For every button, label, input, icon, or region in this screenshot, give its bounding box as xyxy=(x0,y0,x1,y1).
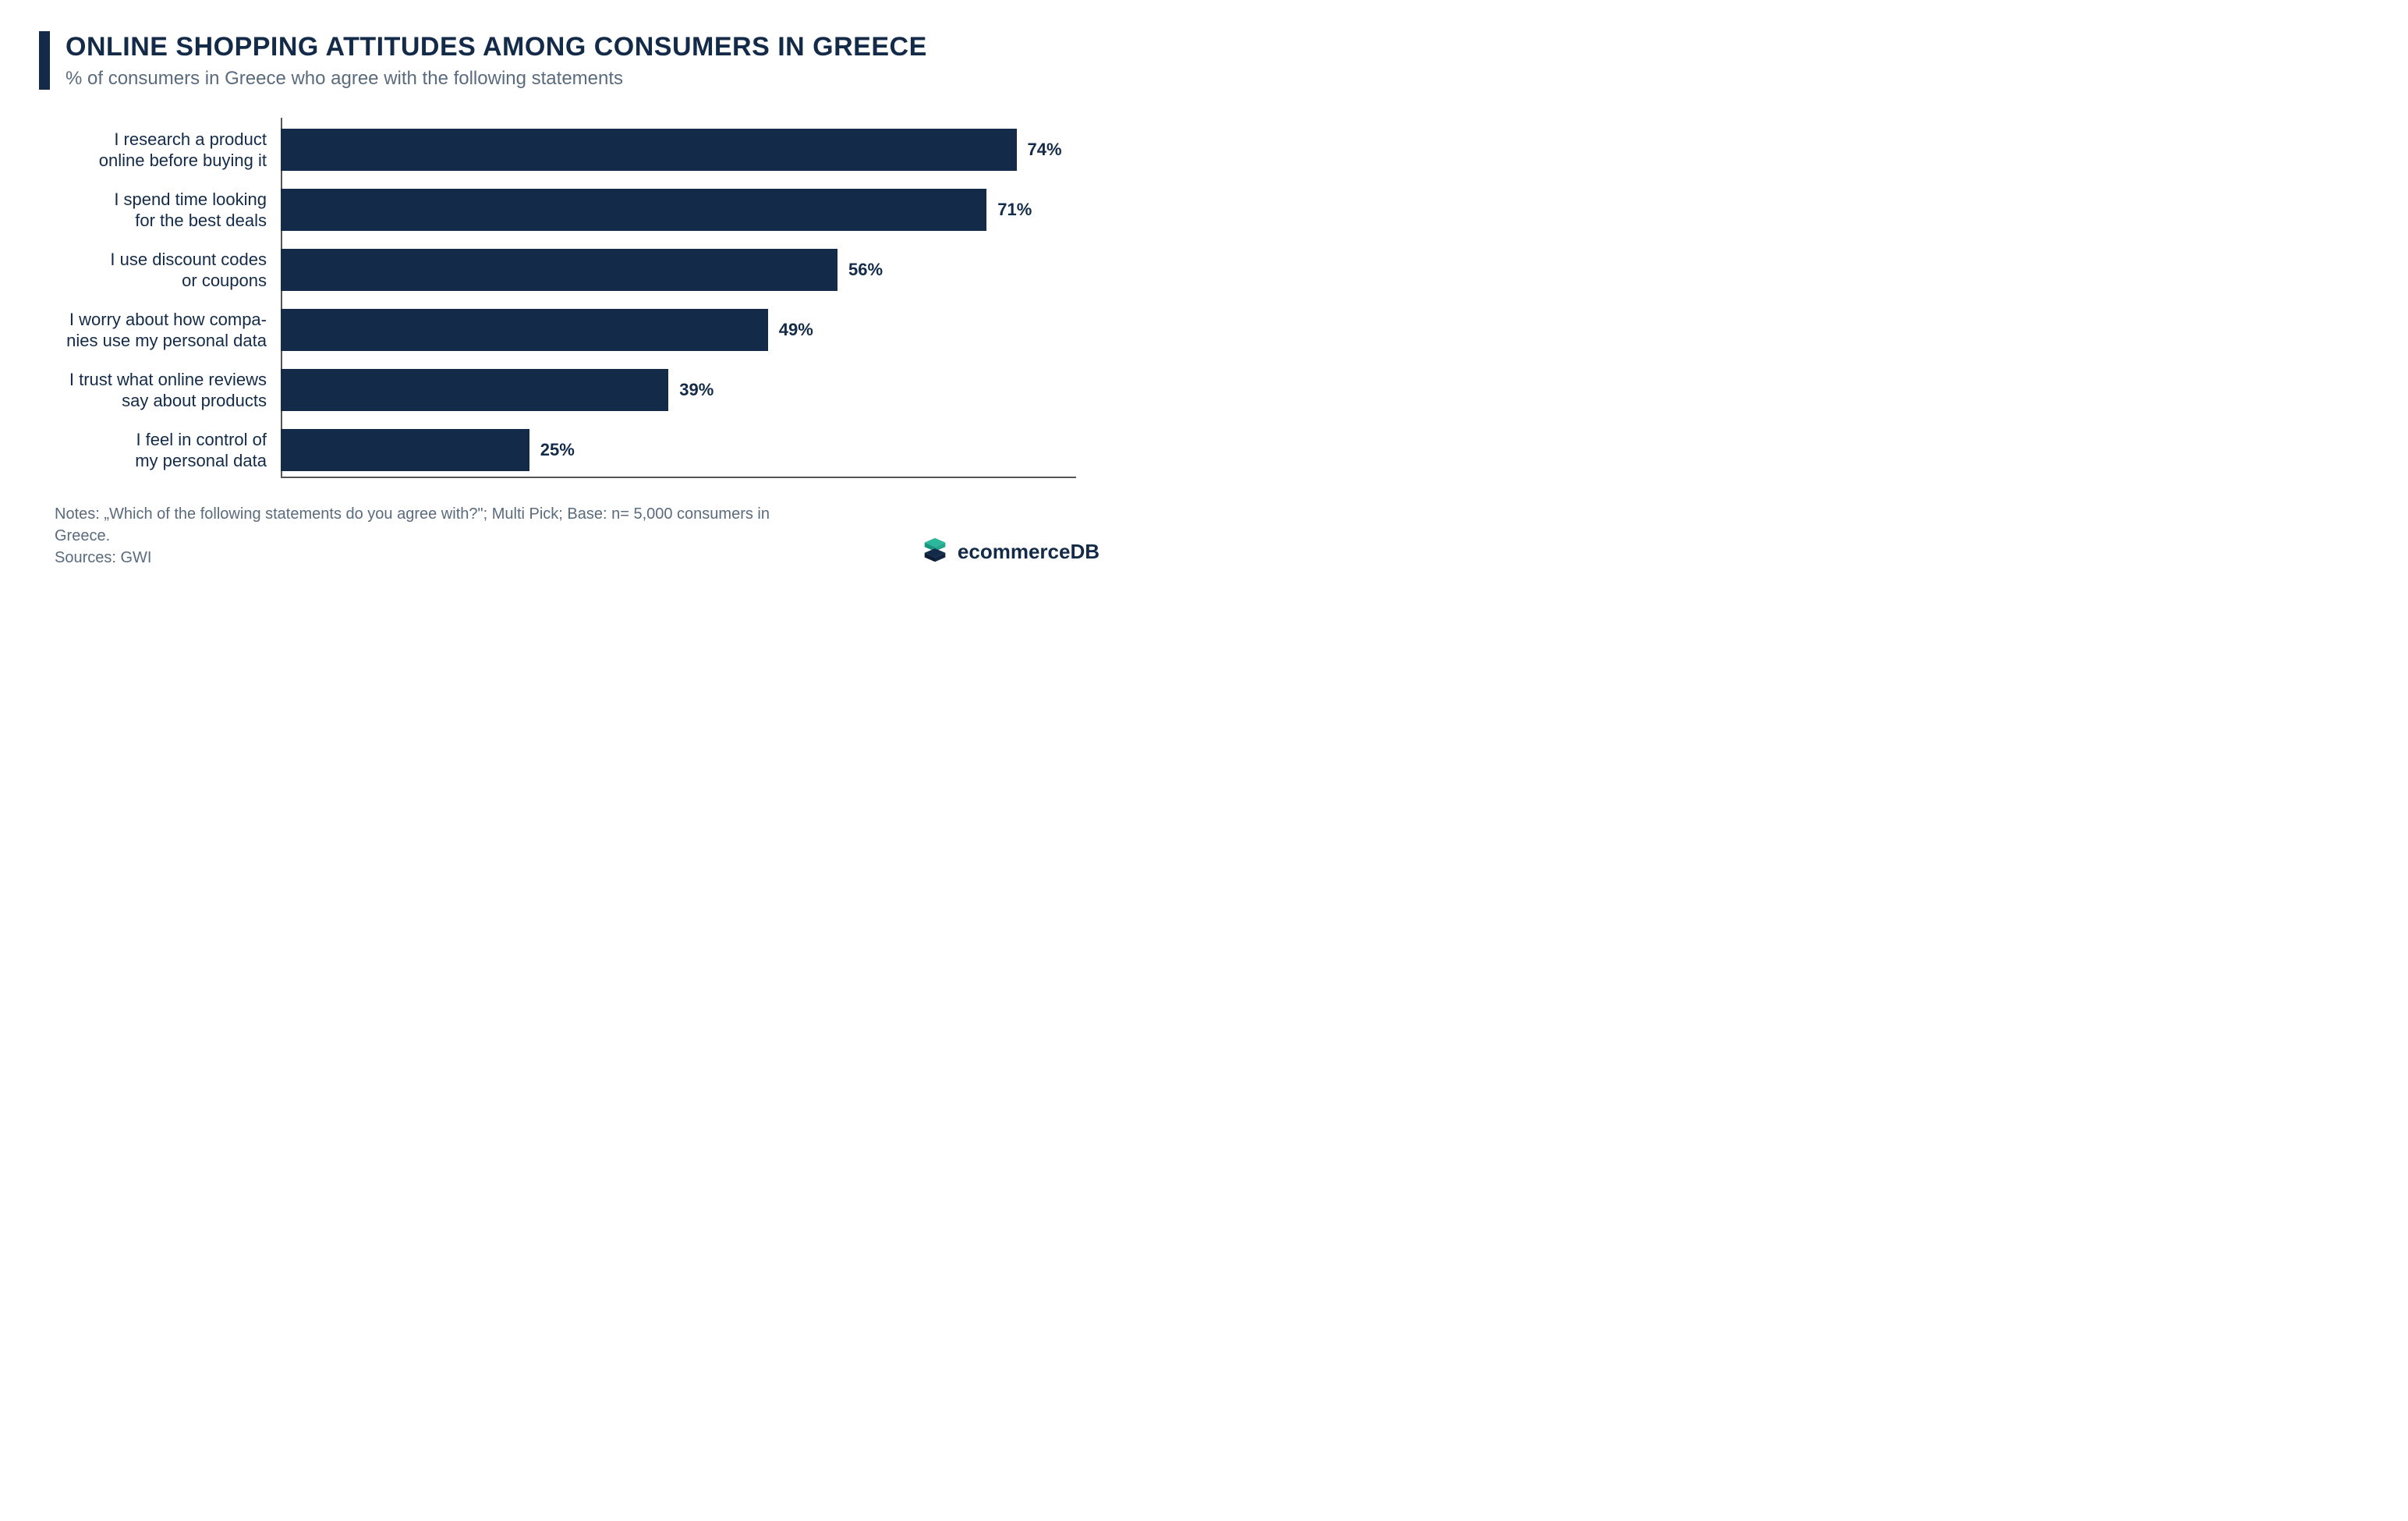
bar-row: I use discount codesor coupons 56% xyxy=(55,249,1100,292)
y-axis-line xyxy=(281,118,282,478)
bar-row: I research a productonline before buying… xyxy=(55,129,1100,172)
footer-sources: Sources: GWI xyxy=(55,547,819,569)
bar-track: 56% xyxy=(281,249,1100,291)
bar-value: 49% xyxy=(779,320,813,340)
bar-fill xyxy=(281,309,768,351)
bar-track: 74% xyxy=(281,129,1100,171)
bar-value: 39% xyxy=(679,380,714,400)
bar-fill xyxy=(281,369,668,411)
footer: Notes: „Which of the following statement… xyxy=(39,503,1100,569)
bar-value: 71% xyxy=(997,200,1032,220)
chart-area: I research a productonline before buying… xyxy=(55,129,1100,472)
bar-track: 71% xyxy=(281,189,1100,231)
header-block: ONLINE SHOPPING ATTITUDES AMONG CONSUMER… xyxy=(39,31,1100,90)
footer-text: Notes: „Which of the following statement… xyxy=(55,503,819,569)
header-accent-bar xyxy=(39,31,50,90)
bar-track: 25% xyxy=(281,429,1100,471)
bar-value: 25% xyxy=(540,440,575,460)
stack-icon xyxy=(920,535,950,569)
bar-track: 39% xyxy=(281,369,1100,411)
bar-fill xyxy=(281,129,1017,171)
bar-fill xyxy=(281,189,986,231)
footer-notes: Notes: „Which of the following statement… xyxy=(55,503,819,547)
brand-logo: ecommerceDB xyxy=(920,535,1100,569)
bar-label: I spend time lookingfor the best deals xyxy=(55,189,281,232)
bar-label: I feel in control ofmy personal data xyxy=(55,429,281,472)
bar-label: I trust what online reviewssay about pro… xyxy=(55,369,281,412)
header-text: ONLINE SHOPPING ATTITUDES AMONG CONSUMER… xyxy=(66,31,927,90)
bar-row: I worry about how compa-nies use my pers… xyxy=(55,309,1100,352)
bar-value: 74% xyxy=(1028,140,1062,160)
chart-title: ONLINE SHOPPING ATTITUDES AMONG CONSUMER… xyxy=(66,31,927,63)
bar-fill xyxy=(281,249,837,291)
bar-label: I use discount codesor coupons xyxy=(55,249,281,292)
chart-subtitle: % of consumers in Greece who agree with … xyxy=(66,68,927,90)
bar-label: I research a productonline before buying… xyxy=(55,129,281,172)
brand-logo-text: ecommerceDB xyxy=(958,540,1100,564)
bar-track: 49% xyxy=(281,309,1100,351)
bar-row: I trust what online reviewssay about pro… xyxy=(55,369,1100,412)
bar-value: 56% xyxy=(848,260,883,280)
bar-label: I worry about how compa-nies use my pers… xyxy=(55,309,281,352)
x-axis-line xyxy=(281,477,1076,478)
bar-row: I feel in control ofmy personal data 25% xyxy=(55,429,1100,472)
bar-fill xyxy=(281,429,529,471)
bar-row: I spend time lookingfor the best deals 71… xyxy=(55,189,1100,232)
bars-container: I research a productonline before buying… xyxy=(55,129,1100,472)
